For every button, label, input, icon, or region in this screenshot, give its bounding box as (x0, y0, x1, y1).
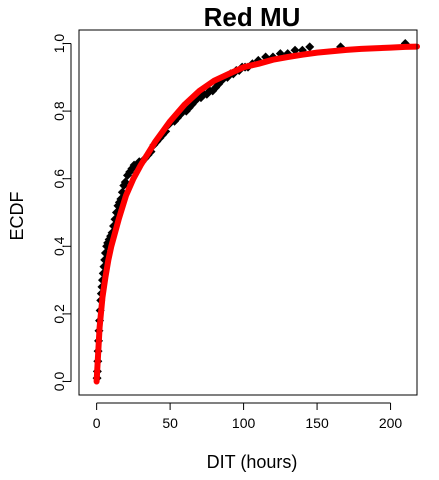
x-tick-label: 0 (93, 415, 101, 431)
y-tick-label: 0.0 (51, 372, 67, 392)
y-tick-label: 0.8 (51, 101, 67, 121)
y-tick-label: 0.2 (51, 304, 67, 324)
y-axis: 0.0 0.2 0.4 0.6 0.8 1.0 (51, 34, 72, 392)
plot-area (92, 39, 420, 385)
x-tick-label: 50 (162, 415, 178, 431)
fit-line (93, 43, 420, 385)
data-point (120, 177, 130, 187)
y-tick-label: 0.4 (51, 236, 67, 256)
x-axis: 0 50 100 150 200 (93, 402, 403, 431)
y-tick-label: 1.0 (51, 34, 67, 54)
plot-frame (78, 29, 418, 396)
x-axis-label: DIT (hours) (207, 452, 298, 472)
y-axis-label: ECDF (7, 191, 27, 240)
x-tick-label: 200 (379, 415, 403, 431)
x-tick-label: 150 (305, 415, 329, 431)
data-point (305, 42, 315, 52)
chart-title: Red MU (204, 2, 301, 32)
x-tick-label: 100 (232, 415, 256, 431)
y-tick-label: 0.6 (51, 169, 67, 189)
